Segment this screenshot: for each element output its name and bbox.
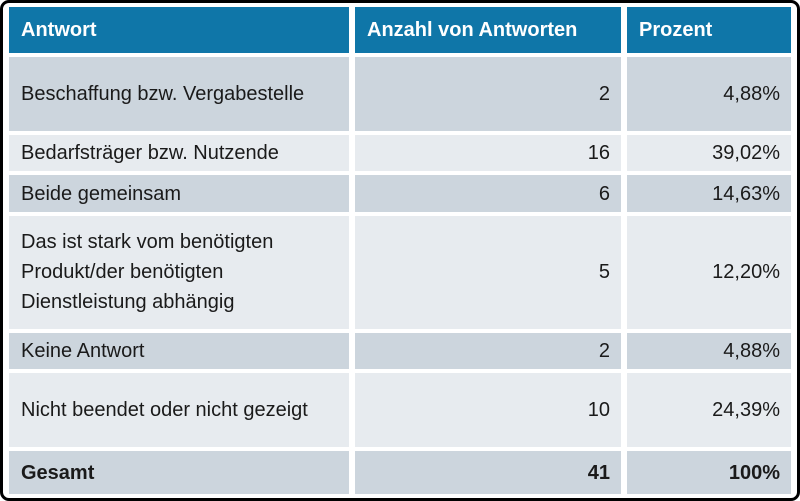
cell-antwort: Nicht beendet oder nicht gezeigt [9,373,349,448]
cell-total-label: Gesamt [9,451,349,494]
cell-antwort: Das ist stark vom benötigten Produkt/der… [9,216,349,329]
column-header-prozent: Prozent [627,7,791,53]
cell-anzahl: 10 [355,373,621,448]
cell-anzahl: 2 [355,332,621,370]
cell-prozent: 39,02% [627,134,791,172]
table-row-beschaffung: Beschaffung bzw. Vergabestelle 2 4,88% [9,57,791,131]
cell-antwort: Beide gemeinsam [9,175,349,213]
cell-prozent: 14,63% [627,175,791,213]
cell-anzahl: 16 [355,134,621,172]
cell-total-prozent: 100% [627,451,791,494]
cell-antwort: Bedarfsträger bzw. Nutzende [9,134,349,172]
column-header-anzahl-von-antworten: Anzahl von Antworten [355,7,621,53]
cell-antwort: Keine Antwort [9,332,349,370]
cell-anzahl: 6 [355,175,621,213]
table-row-bedarfstraeger: Bedarfsträger bzw. Nutzende 16 39,02% [9,134,791,172]
cell-prozent: 4,88% [627,57,791,131]
table-row-nicht-beendet: Nicht beendet oder nicht gezeigt 10 24,3… [9,373,791,448]
cell-prozent: 12,20% [627,216,791,329]
survey-results-table: Antwort Anzahl von Antworten Prozent Bes… [3,3,797,498]
header-row: Antwort Anzahl von Antworten Prozent [9,7,791,53]
table-row-gesamt: Gesamt 41 100% [9,451,791,494]
cell-antwort: Beschaffung bzw. Vergabestelle [9,57,349,131]
cell-prozent: 24,39% [627,373,791,448]
table-row-produktabhaengig: Das ist stark vom benötigten Produkt/der… [9,216,791,329]
cell-anzahl: 2 [355,57,621,131]
column-header-antwort: Antwort [9,7,349,53]
cell-total-anzahl: 41 [355,451,621,494]
cell-prozent: 4,88% [627,332,791,370]
cell-anzahl: 5 [355,216,621,329]
table-row-keine-antwort: Keine Antwort 2 4,88% [9,332,791,370]
table-row-beide-gemeinsam: Beide gemeinsam 6 14,63% [9,175,791,213]
